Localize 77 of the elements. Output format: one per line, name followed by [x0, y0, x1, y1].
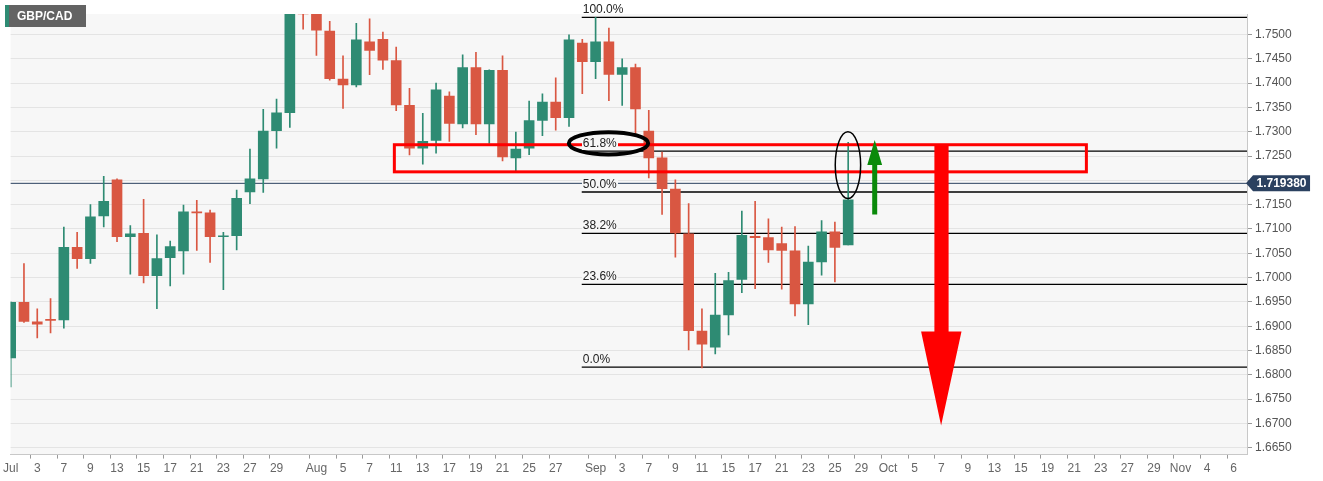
x-tick-label: Jul — [3, 461, 19, 476]
x-tick-label: 27 — [549, 461, 563, 476]
x-tick-label: 9 — [672, 461, 680, 476]
y-tick-label: 1.7150 — [1255, 196, 1293, 211]
y-tick-label: 1.6800 — [1255, 367, 1293, 382]
x-tick-label: 7 — [937, 461, 945, 476]
y-tick-label: 1.7450 — [1255, 51, 1293, 66]
y-tick-label: 1.7350 — [1255, 99, 1293, 114]
x-tick-label: 13 — [110, 461, 125, 476]
x-tick-label: 5 — [339, 461, 347, 476]
x-tick-label: 23 — [216, 461, 231, 476]
x-tick-label: 6 — [1230, 461, 1238, 476]
x-tick-label: 21 — [775, 461, 789, 476]
y-tick-label: 1.7400 — [1255, 75, 1293, 90]
x-tick-label: 19 — [469, 461, 483, 476]
x-tick-label: 11 — [389, 461, 403, 476]
x-tick-label: 15 — [136, 461, 151, 476]
x-tick-label: 25 — [522, 461, 537, 476]
y-tick-label: 1.6650 — [1255, 440, 1293, 455]
x-tick-label: 25 — [828, 461, 842, 476]
annotation: 0.0% — [581, 352, 612, 367]
y-tick-label: 1.7300 — [1255, 124, 1293, 138]
annotation: 61.8% — [581, 136, 618, 151]
x-tick-label: 3 — [33, 461, 41, 476]
x-tick-label: 7 — [366, 461, 374, 476]
candlestick — [776, 226, 788, 290]
x-tick-label: Oct — [878, 461, 899, 476]
y-tick-label: 1.6900 — [1255, 318, 1293, 333]
y-tick-label: 1.7000 — [1255, 269, 1293, 284]
ref-line-label: 1.719380 — [1256, 176, 1307, 191]
candlestick — [696, 308, 708, 369]
y-tick-label: 1.6700 — [1255, 415, 1293, 430]
x-tick-label: 17 — [442, 461, 457, 476]
x-tick-label: 9 — [964, 461, 972, 476]
x-tick-label: 4 — [1203, 461, 1211, 476]
x-tick-label: 11 — [695, 461, 709, 476]
x-tick-label: 29 — [854, 461, 869, 476]
x-tick-label: 21 — [495, 461, 510, 476]
x-tick-label: 23 — [801, 461, 816, 476]
x-tick-label: 7 — [645, 461, 653, 476]
annotation: 38.2% — [581, 218, 618, 233]
candlestick — [151, 234, 163, 310]
x-tick-label: 21 — [190, 461, 204, 476]
x-tick-label: 3 — [618, 461, 626, 476]
x-tick-label: 9 — [87, 461, 95, 476]
annotation: 23.6% — [581, 269, 618, 284]
chart-title: GBP/CAD — [5, 5, 87, 27]
x-tick-label: 23 — [1094, 461, 1108, 476]
x-tick-label: 15 — [1014, 461, 1028, 476]
x-tick-label: 29 — [1147, 461, 1161, 476]
y-tick-label: 1.7100 — [1255, 221, 1293, 236]
x-tick-label: 21 — [1067, 461, 1082, 476]
x-tick-label: Sep — [584, 461, 607, 476]
x-tick-label: 13 — [987, 461, 1002, 476]
annotation: 50.0% — [581, 176, 618, 191]
x-tick-label: Nov — [1169, 461, 1192, 476]
x-tick-label: 27 — [1120, 461, 1135, 476]
y-tick-label: 1.7250 — [1255, 148, 1293, 163]
x-tick-label: 19 — [1040, 461, 1055, 476]
x-tick-label: 27 — [243, 461, 257, 476]
y-tick-label: 1.7500 — [1255, 26, 1293, 41]
x-tick-label: 15 — [721, 461, 736, 476]
candlestick — [31, 308, 43, 339]
candlestick — [616, 58, 628, 106]
y-tick-label: 1.7050 — [1255, 245, 1293, 260]
annotation: 100.0% — [581, 2, 625, 17]
y-tick-label: 1.6750 — [1255, 391, 1293, 406]
x-tick-label: 17 — [748, 461, 763, 476]
x-tick-label: 29 — [269, 461, 284, 476]
candlestick — [124, 225, 136, 275]
x-tick-label: 13 — [416, 461, 430, 476]
x-tick-label: 7 — [60, 461, 68, 476]
y-tick-label: 1.6850 — [1255, 342, 1293, 357]
x-tick-label: 17 — [163, 461, 178, 476]
y-tick-label: 1.6950 — [1255, 294, 1293, 309]
x-tick-label: Aug — [305, 461, 328, 476]
x-tick-label: 5 — [911, 461, 919, 476]
